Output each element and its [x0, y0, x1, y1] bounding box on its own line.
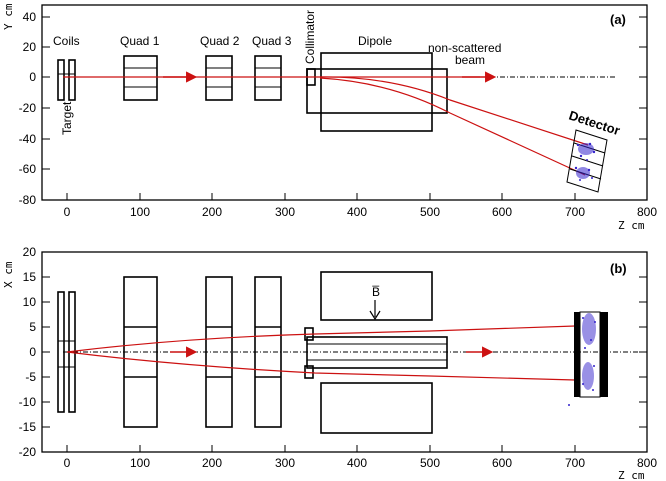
label-coils: Coils	[53, 34, 80, 48]
tick-x-100: 100	[130, 205, 150, 219]
panel-a-x-ticks: 0 100 200 300 400 500 600 700 800	[64, 193, 657, 219]
label-quad-1: Quad 1	[120, 34, 160, 48]
tick-y-20: 20	[23, 245, 37, 259]
tick-x-0: 0	[64, 456, 71, 470]
quad-3-a	[254, 55, 282, 101]
ray-upper-b	[66, 325, 576, 353]
dipole-a	[320, 52, 433, 132]
tick-y-15: 15	[23, 270, 37, 284]
tick-x-700: 700	[565, 205, 585, 219]
label-non-scattered: non-scattered	[428, 41, 501, 55]
label-target: Target	[60, 101, 74, 135]
tick-x-300: 300	[275, 456, 295, 470]
panel-a-x-label: Z cm	[618, 219, 645, 232]
tick-x-500: 500	[420, 205, 440, 219]
tick-x-700: 700	[565, 456, 585, 470]
panel-a-y-label: Y cm	[2, 3, 15, 30]
tick-x-200: 200	[202, 205, 222, 219]
quad-2-b	[205, 276, 233, 428]
panel-a-y-ticks: 40 20 0 -20 -40 -60 -80	[19, 10, 647, 207]
tick-y-m80: -80	[19, 193, 37, 207]
panel-a: 40 20 0 -20 -40 -60 -80 Y cm 0 100 200 3…	[2, 3, 657, 232]
detector-hits-b	[568, 313, 596, 406]
quad-2-a	[205, 55, 233, 101]
dipole-gap-a	[306, 68, 448, 114]
tick-x-400: 400	[347, 205, 367, 219]
panel-a-tag: (a)	[610, 12, 626, 27]
tick-y-m40: -40	[19, 132, 37, 146]
panel-b-tag: (b)	[610, 261, 627, 276]
dipole-top-b	[320, 271, 433, 321]
quad-1-a	[123, 55, 158, 101]
scattered-ray-a1	[319, 76, 589, 146]
tick-x-300: 300	[275, 205, 295, 219]
tick-y-m60: -60	[19, 162, 37, 176]
coils-a	[57, 59, 76, 101]
label-collimator: Collimator	[303, 10, 317, 64]
tick-x-200: 200	[202, 456, 222, 470]
scattered-ray-a2	[319, 77, 586, 176]
tick-x-600: 600	[492, 205, 512, 219]
panel-b-y-label: X cm	[2, 261, 15, 288]
tick-x-800: 800	[637, 456, 657, 470]
label-beam: beam	[455, 53, 485, 67]
tick-x-600: 600	[492, 456, 512, 470]
label-dipole: Dipole	[358, 34, 392, 48]
tick-y-0: 0	[29, 345, 36, 359]
tick-x-400: 400	[347, 456, 367, 470]
panel-a-frame	[41, 4, 648, 201]
label-quad-2: Quad 2	[200, 34, 240, 48]
tick-y-m15: -15	[19, 420, 37, 434]
panel-b-y-ticks: 20 15 10 5 0 -5 -10 -15 -20	[19, 245, 647, 459]
tick-y-m5: -5	[25, 370, 36, 384]
tick-y-m20: -20	[19, 101, 37, 115]
tick-x-0: 0	[64, 205, 71, 219]
tick-x-800: 800	[637, 205, 657, 219]
tick-y-40: 40	[23, 10, 37, 24]
tick-y-10: 10	[23, 295, 37, 309]
detector-hits-a	[574, 142, 596, 181]
panel-b-x-label: Z cm	[618, 469, 645, 481]
dipole-bottom-b	[320, 382, 433, 434]
tick-x-500: 500	[420, 456, 440, 470]
tick-y-m10: -10	[19, 395, 37, 409]
field-arrow-head	[369, 310, 381, 321]
detector-b	[574, 311, 608, 398]
label-quad-3: Quad 3	[252, 34, 292, 48]
panel-b-x-ticks: 0 100 200 300 400 500 600 700 800	[64, 445, 657, 470]
tick-y-0: 0	[29, 70, 36, 84]
label-field-b: B̅	[372, 285, 380, 299]
tick-x-100: 100	[130, 456, 150, 470]
tick-y-m20: -20	[19, 445, 37, 459]
ray-lower-b	[66, 351, 576, 381]
tick-y-20: 20	[23, 40, 37, 54]
panel-b: 20 15 10 5 0 -5 -10 -15 -20 X cm 0 100 2…	[2, 245, 657, 481]
tick-y-5: 5	[29, 320, 36, 334]
